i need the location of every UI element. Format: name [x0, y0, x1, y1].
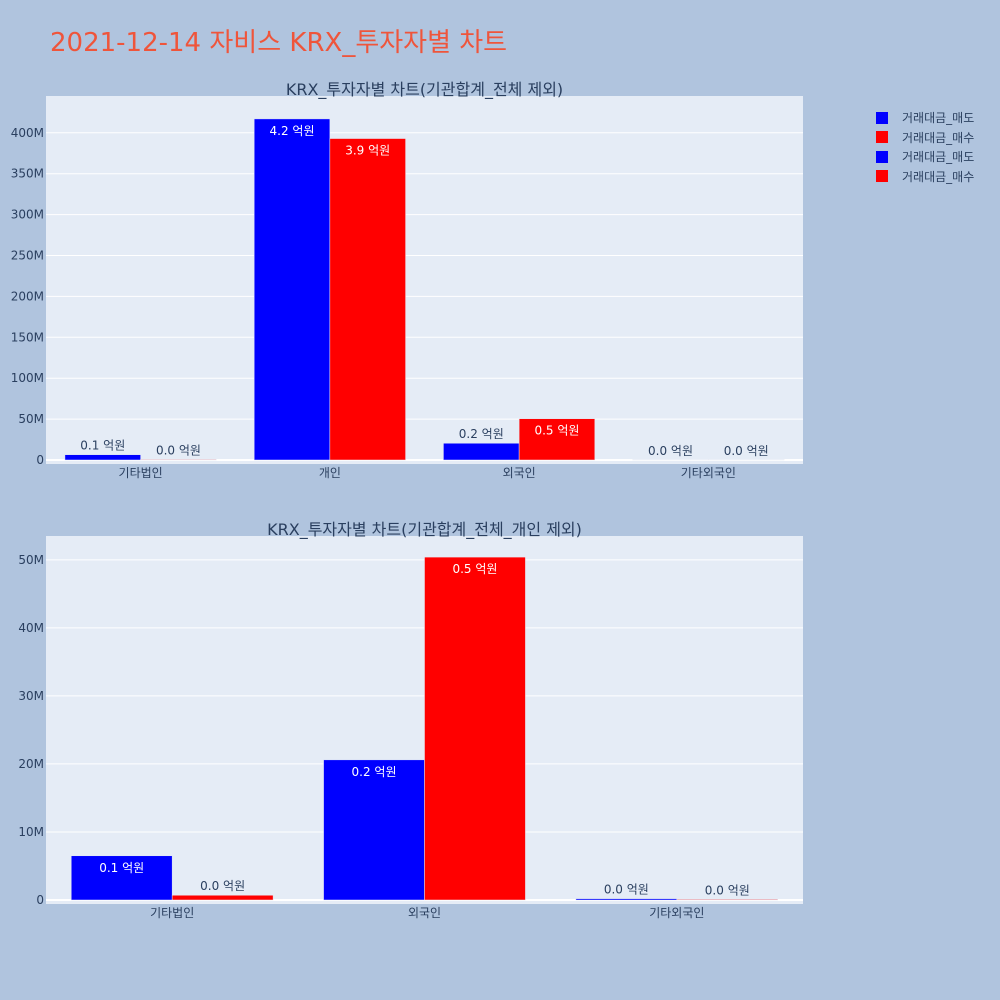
- bar: [323, 759, 425, 901]
- y-tick-label: 350M: [11, 167, 44, 181]
- x-tick-label: 외국인: [408, 906, 441, 920]
- y-tick-label: 30M: [18, 689, 44, 703]
- legend-item[interactable]: 거래대금_매도: [876, 147, 974, 167]
- bar: [676, 899, 779, 901]
- y-tick-label: 50M: [18, 553, 44, 567]
- bar: [140, 459, 217, 461]
- bar: [70, 855, 173, 901]
- data-label: 3.9 억원: [345, 144, 390, 158]
- legend-item[interactable]: 거래대금_매수: [876, 128, 974, 148]
- y-tick-label: 10M: [18, 825, 44, 839]
- plot-area: [46, 96, 803, 464]
- bar: [518, 418, 596, 461]
- legend-label: 거래대금_매도: [902, 111, 975, 126]
- data-label: 0.0 억원: [604, 883, 649, 897]
- x-tick-label: 기타법인: [119, 466, 163, 480]
- data-label: 0.0 억원: [648, 444, 693, 458]
- y-tick-label: 150M: [11, 330, 44, 344]
- y-tick-label: 400M: [11, 126, 44, 140]
- y-tick-label: 0: [36, 453, 44, 467]
- data-label: 0.5 억원: [452, 562, 497, 576]
- legend-swatch-buy: [876, 131, 888, 144]
- chart-title: KRX_투자자별 차트(기관합계_전체 제외): [286, 80, 563, 100]
- bar: [64, 454, 141, 461]
- legend-label: 거래대금_매수: [902, 169, 975, 184]
- bar: [632, 459, 709, 461]
- bar: [424, 556, 526, 901]
- legend-swatch-sell: [876, 111, 888, 124]
- bar: [708, 459, 785, 461]
- legend-swatch-sell: [876, 150, 888, 163]
- data-label: 0.2 억원: [459, 427, 504, 441]
- legend-label: 거래대금_매수: [902, 130, 975, 145]
- y-tick-label: 20M: [18, 757, 44, 771]
- legend-item[interactable]: 거래대금_매도: [876, 108, 974, 128]
- y-tick-label: 250M: [11, 249, 44, 263]
- data-label: 0.2 억원: [352, 765, 397, 779]
- legend: 거래대금_매도 거래대금_매수 거래대금_매도 거래대금_매수: [876, 108, 974, 186]
- x-tick-label: 기타외국인: [681, 466, 736, 480]
- data-label: 0.0 억원: [705, 883, 750, 897]
- data-label: 0.1 억원: [80, 439, 125, 453]
- data-label: 4.2 억원: [270, 124, 315, 138]
- y-tick-label: 0: [36, 893, 44, 907]
- y-tick-label: 300M: [11, 208, 44, 222]
- legend-item[interactable]: 거래대금_매수: [876, 167, 974, 187]
- y-tick-label: 50M: [18, 412, 44, 426]
- data-label: 0.0 억원: [724, 444, 769, 458]
- legend-swatch-buy: [876, 170, 888, 183]
- x-tick-label: 개인: [319, 466, 341, 480]
- data-label: 0.0 억원: [156, 443, 201, 457]
- legend-label: 거래대금_매도: [902, 150, 975, 165]
- y-tick-label: 100M: [11, 371, 44, 385]
- y-tick-label: 200M: [11, 289, 44, 303]
- bar: [575, 898, 678, 901]
- data-label: 0.5 억원: [534, 424, 579, 438]
- data-label: 0.0 억원: [200, 879, 245, 893]
- y-tick-label: 40M: [18, 621, 44, 635]
- x-tick-label: 외국인: [503, 466, 536, 480]
- page-title: 2021-12-14 자비스 KRX_투자자별 차트: [50, 28, 508, 58]
- x-tick-label: 기타법인: [150, 906, 194, 920]
- data-label: 0.1 억원: [99, 861, 144, 875]
- bar: [253, 118, 331, 461]
- x-tick-label: 기타외국인: [649, 906, 704, 920]
- bar: [171, 894, 274, 901]
- chart-title: KRX_투자자별 차트(기관합계_전체_개인 제외): [267, 520, 582, 540]
- bar: [329, 138, 406, 461]
- bar: [443, 442, 520, 461]
